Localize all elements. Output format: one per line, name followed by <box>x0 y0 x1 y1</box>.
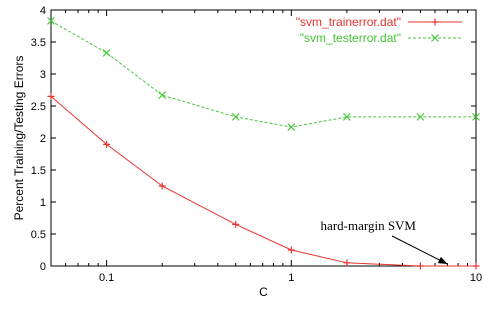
data-point <box>158 91 167 100</box>
data-point <box>287 246 295 254</box>
y-tick-label: 1.5 <box>31 165 46 177</box>
series-1 <box>47 16 480 132</box>
y-tick-label: 3 <box>40 69 46 81</box>
data-point <box>102 48 111 57</box>
data-point <box>416 262 424 270</box>
data-point <box>47 16 55 25</box>
y-tick-label: 3.5 <box>31 37 46 49</box>
legend-marker <box>431 18 439 26</box>
annotation-label: hard-margin SVM <box>321 218 417 233</box>
y-tick-label: 1 <box>40 197 46 209</box>
x-tick-label: 1 <box>288 272 294 284</box>
data-point <box>231 112 240 121</box>
data-point <box>158 182 166 190</box>
plot-area: 0 0.5 1 1.5 2 2.5 3 3.5 4 0.1 1 10 <box>31 5 482 284</box>
x-tick-label: 0.1 <box>99 272 114 284</box>
legend-label: "svm_testerror.dat" <box>300 31 401 45</box>
data-point <box>416 112 425 121</box>
series-line <box>50 96 476 267</box>
y-tick-label: 0 <box>40 261 46 273</box>
y-tick-label: 4 <box>40 5 46 17</box>
x-tick-label: 10 <box>470 272 482 284</box>
y-axis-label: Percent Training/Testing Errors <box>12 56 26 221</box>
annotation-arrowhead <box>437 256 448 264</box>
annotation-layer: hard-margin SVM <box>321 218 448 265</box>
y-tick-label: 2 <box>40 133 46 145</box>
data-point <box>472 262 480 270</box>
data-point <box>287 123 296 132</box>
legend-label: "svm_trainerror.dat" <box>296 15 401 29</box>
y-tick-label: 2.5 <box>31 101 46 113</box>
x-axis-label: C <box>259 285 268 299</box>
series-layer <box>47 16 480 270</box>
data-point <box>232 220 240 228</box>
annotation-arrow <box>391 235 448 265</box>
legend: "svm_trainerror.dat" "svm_testerror.dat" <box>296 15 462 45</box>
y-tick-label: 0.5 <box>31 229 46 241</box>
data-point <box>343 259 351 267</box>
data-point <box>47 92 55 100</box>
series-0 <box>47 92 480 270</box>
data-point <box>103 140 111 148</box>
series-line <box>50 20 476 128</box>
data-point <box>472 112 480 121</box>
data-point <box>342 112 351 121</box>
legend-marker <box>431 34 439 42</box>
